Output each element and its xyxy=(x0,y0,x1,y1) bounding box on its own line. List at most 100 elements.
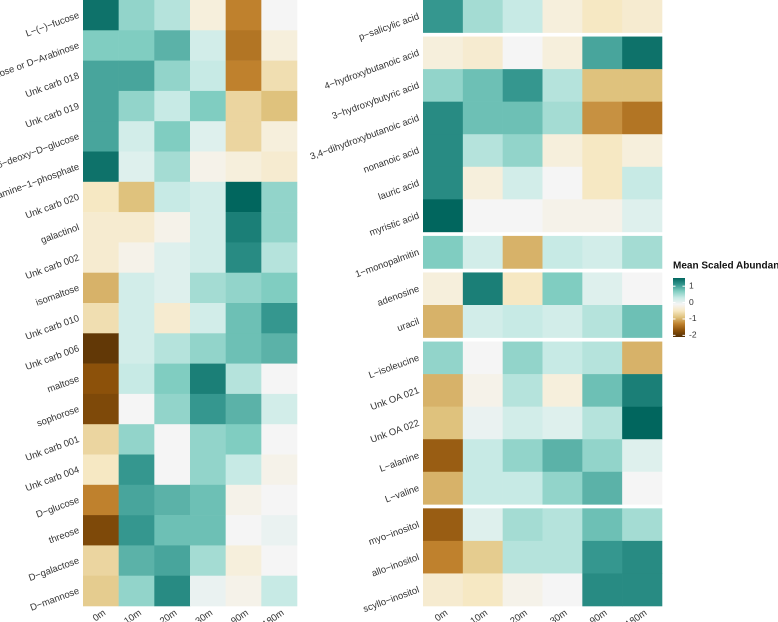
heatmap-cell xyxy=(83,242,119,273)
heatmap-cell xyxy=(261,272,298,304)
y-tick-label: Unk carb 010 xyxy=(24,313,81,343)
heatmap-cell xyxy=(261,181,298,213)
heatmap-cell xyxy=(261,393,298,425)
heatmap-cell xyxy=(154,484,191,516)
heatmap-cell xyxy=(462,69,503,102)
heatmap-cell xyxy=(462,36,503,70)
heatmap-cell xyxy=(582,406,623,440)
heatmap-cell xyxy=(542,36,583,70)
heatmap-cell xyxy=(261,30,298,61)
heatmap-cell xyxy=(261,212,298,243)
heatmap-cell xyxy=(502,406,543,440)
heatmap-cell xyxy=(622,471,663,505)
heatmap-cell xyxy=(423,134,464,168)
heatmap-cell xyxy=(423,573,464,607)
y-tick-label: Unk OA 022 xyxy=(369,418,421,446)
heatmap-cell xyxy=(118,212,155,243)
heatmap-cell xyxy=(118,181,155,213)
y-tick-label: adenosine xyxy=(376,284,421,309)
heatmap-cell xyxy=(542,166,583,200)
heatmap-cell xyxy=(622,406,663,440)
heatmap-cell xyxy=(582,69,623,102)
heatmap-cell xyxy=(462,406,503,440)
heatmap-cell xyxy=(462,235,503,269)
heatmap-cell xyxy=(542,101,583,135)
heatmap-cell xyxy=(190,60,226,92)
heatmap-cell xyxy=(542,573,583,607)
heatmap-cell xyxy=(542,406,583,440)
heatmap-cell xyxy=(154,90,191,122)
heatmap-cell xyxy=(261,484,298,516)
heatmap-cell xyxy=(225,484,262,516)
heatmap-cell xyxy=(118,575,155,607)
y-tick-label: lauric acid xyxy=(377,178,421,203)
y-tick-label: L−alanine xyxy=(378,450,421,475)
heatmap-cell xyxy=(261,151,298,183)
heatmap-cell xyxy=(622,540,663,574)
heatmap-cell xyxy=(502,101,543,135)
heatmap-cell xyxy=(423,272,464,306)
heatmap-cell xyxy=(542,69,583,102)
x-tick-label: 20m xyxy=(508,607,530,622)
heatmap-cell xyxy=(423,374,464,407)
heatmap-cell xyxy=(502,69,543,102)
heatmap-cell xyxy=(462,0,503,33)
heatmap-cell xyxy=(83,575,119,607)
heatmap-cell xyxy=(190,393,226,425)
y-tick-label: 1−monopalmitin xyxy=(354,247,421,280)
heatmap-cell xyxy=(225,90,262,122)
heatmap-cell xyxy=(423,36,464,70)
y-tick-label: Unk carb 019 xyxy=(24,101,81,131)
heatmap-cell xyxy=(462,471,503,505)
heatmap-cell xyxy=(225,121,262,152)
heatmap-cell xyxy=(83,303,119,334)
heatmap-cell xyxy=(225,363,262,395)
heatmap-cell xyxy=(261,303,298,334)
heatmap-cell xyxy=(118,242,155,273)
heatmap-cell xyxy=(118,272,155,304)
heatmap-cell xyxy=(502,235,543,269)
heatmap-cell xyxy=(423,508,464,542)
heatmap-cell xyxy=(622,374,663,407)
heatmap-cell xyxy=(225,424,262,455)
heatmap-cell xyxy=(225,30,262,61)
heatmap-cell xyxy=(154,212,191,243)
heatmap-cell xyxy=(261,454,298,486)
heatmap-cell xyxy=(190,90,226,122)
heatmap-cell xyxy=(154,60,191,92)
heatmap-cell xyxy=(118,333,155,364)
heatmap-cell xyxy=(118,363,155,395)
heatmap-cell xyxy=(582,235,623,269)
heatmap-cell xyxy=(154,393,191,425)
heatmap-cell xyxy=(542,341,583,375)
heatmap-cell xyxy=(225,181,262,213)
heatmap-cell xyxy=(542,0,583,33)
heatmap-cell xyxy=(83,424,119,455)
y-tick-label: Unk carb 006 xyxy=(24,343,81,373)
heatmap-cell xyxy=(261,515,298,546)
heatmap-cell xyxy=(582,166,623,200)
heatmap-cell xyxy=(423,540,464,574)
y-tick-label: p−salicylic acid xyxy=(357,11,421,43)
y-tick-label: myo−inositol xyxy=(367,519,421,547)
heatmap-cell xyxy=(423,406,464,440)
heatmap-cell xyxy=(582,0,623,33)
heatmap-cell xyxy=(190,424,226,455)
heatmap-cell xyxy=(154,333,191,364)
heatmap-cell xyxy=(582,305,623,338)
heatmap-cell xyxy=(542,134,583,168)
heatmap-cell xyxy=(502,36,543,70)
colorbar-tick-label: 0 xyxy=(689,297,694,307)
y-tick-label: uracil xyxy=(396,316,421,334)
heatmap-cell xyxy=(154,30,191,61)
heatmap-cell xyxy=(190,333,226,364)
heatmap-cell xyxy=(154,242,191,273)
heatmap-cell xyxy=(225,151,262,183)
y-tick-label: Unk carb 001 xyxy=(24,434,81,464)
heatmap-cell xyxy=(190,0,226,31)
heatmap-cell xyxy=(83,0,119,31)
heatmap-cell xyxy=(190,121,226,152)
heatmap-cell xyxy=(83,121,119,152)
heatmap-cell xyxy=(190,484,226,516)
heatmap-cell xyxy=(582,341,623,375)
